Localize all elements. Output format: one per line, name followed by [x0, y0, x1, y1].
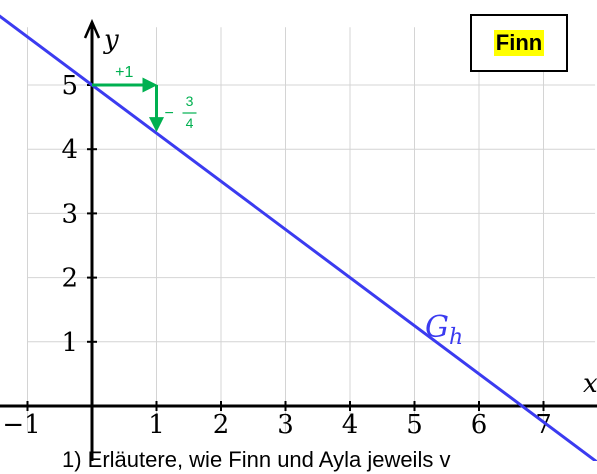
axes: yx: [0, 18, 597, 461]
rise-denominator: 4: [186, 115, 194, 131]
name-label: Finn: [493, 30, 545, 56]
y-tick-label: 3: [61, 199, 78, 229]
x-tick-label: 3: [277, 410, 294, 440]
slope-annotation: +1 −3 4: [92, 64, 197, 133]
y-axis-arrow: [83, 18, 101, 39]
x-tick-label: 6: [471, 410, 488, 440]
x-tick-label: −1: [2, 410, 40, 440]
rise-sign: −: [165, 105, 174, 122]
name-box: Finn: [470, 14, 568, 72]
y-tick-label: 1: [61, 328, 78, 358]
y-axis-label: y: [103, 25, 119, 55]
y-tick-label: 5: [61, 71, 78, 101]
grid: [27, 27, 596, 432]
task-caption: 1) Erläutere, wie Finn und Ayla jeweils …: [62, 447, 451, 472]
series: Gh: [0, 14, 597, 461]
y-tick-label: 4: [61, 135, 78, 165]
series-line-gh: [0, 14, 597, 461]
x-axis-label: x: [583, 369, 597, 399]
y-tick-label: 2: [61, 264, 78, 294]
x-tick-label: 5: [406, 410, 423, 440]
series-label: Gh: [425, 310, 463, 350]
x-tick-label: 2: [213, 410, 230, 440]
x-tick-label: 1: [148, 410, 165, 440]
x-tick-label: 4: [342, 410, 359, 440]
rise-numerator: 3: [186, 93, 194, 109]
run-label: +1: [115, 64, 133, 81]
